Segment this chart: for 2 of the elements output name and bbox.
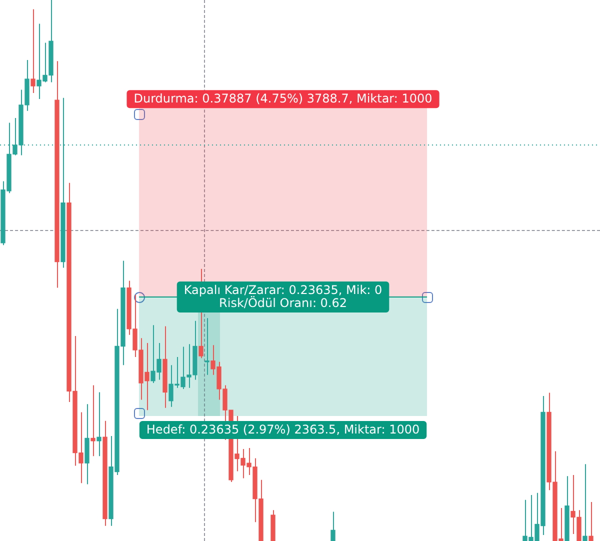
band-label: Durdurma: 0.37887 (4.75%) 3788.7, Miktar: 1000 — [134, 92, 432, 106]
band-label: Hedef: 0.23635 (2.97%) 2363.5, Miktar: 1000 — [146, 422, 420, 437]
